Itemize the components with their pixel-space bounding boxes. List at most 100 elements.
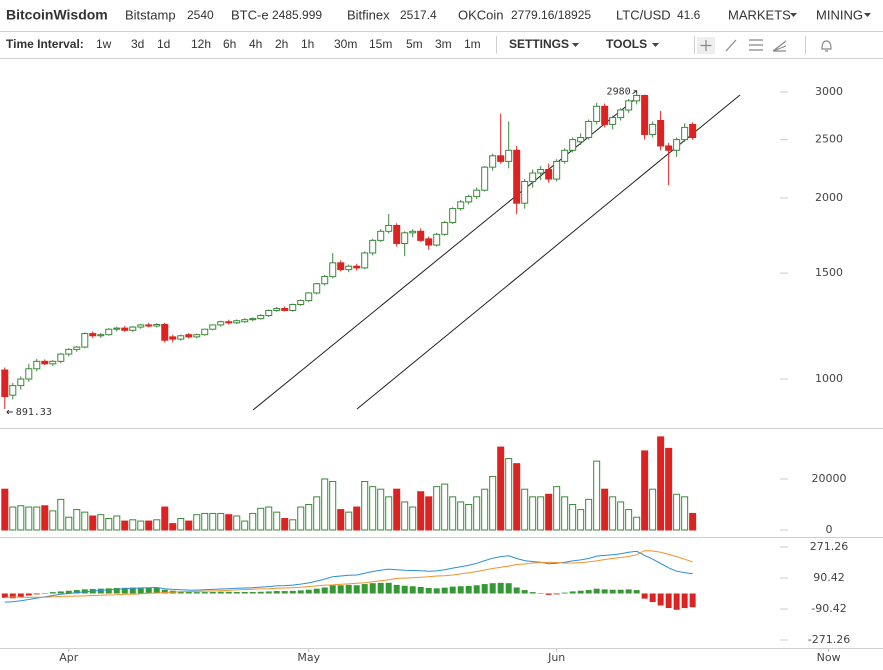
volume-bar [609,496,617,531]
volume-bar [241,520,249,531]
volume-bar [113,515,121,531]
y-tick-label: 271.26 [810,540,849,553]
volume-bar [521,488,529,531]
interval-button[interactable]: 4h [249,37,262,51]
volume-bar [153,519,161,531]
volume-bar [401,501,409,531]
volume-bar [497,446,505,531]
exchange-name[interactable]: OKCoin [458,7,504,22]
volume-bar [289,519,297,531]
menu[interactable]: MARKETS [728,7,791,22]
volume-bar [473,496,481,531]
candle-body [257,315,265,320]
alert-tool[interactable] [821,40,832,52]
macd-bar [337,585,344,594]
candle-body [185,334,193,338]
macd-line [4,550,693,599]
candle-body [265,309,273,317]
volume-bar [353,506,361,531]
exchange-name[interactable]: Bitfinex [347,7,390,22]
macd-bar [73,590,80,594]
menu[interactable]: MINING [816,7,863,22]
brand[interactable]: BitcoinWisdom [6,7,108,23]
volume-bar [249,512,257,531]
macd-bar [401,585,408,594]
candle-body [457,201,465,210]
candle-body [585,120,593,139]
volume-bar [321,478,329,531]
fib-tool[interactable] [749,39,763,51]
macd-bar [513,587,520,594]
macd-bar [569,591,576,594]
exchange-name[interactable]: LTC/USD [616,7,671,22]
exchange-name[interactable]: Bitstamp [125,7,176,22]
interval-button[interactable]: 1w [96,37,112,51]
macd-bar [49,592,56,594]
exchange-price: 2517.4 [400,8,437,22]
candle-body [473,189,481,198]
macd-bar [305,589,312,594]
y-tick-label: -90.42 [811,602,846,615]
interval-button[interactable]: 12h [191,37,211,51]
candle-body [633,95,641,102]
volume-bar [17,505,25,531]
interval-button[interactable]: 15m [369,37,392,51]
volume-bar [681,496,689,531]
line-tool[interactable] [725,39,737,52]
macd-bar [257,591,264,594]
macd-bar [673,593,680,610]
interval-button[interactable]: 1h [301,37,314,51]
x-tick-label: Now [817,651,841,664]
macd-bar [185,591,192,594]
volume-bar [129,519,137,531]
interval-button[interactable]: 3m [435,37,452,51]
volume-bar [9,506,17,531]
interval-button[interactable]: 30m [334,37,357,51]
candle-body [289,304,297,311]
candle-body [105,328,113,336]
macd-bar [65,590,72,594]
y-tick-label: 2000 [815,191,843,204]
macd-bar [409,586,416,594]
exchange-name[interactable]: BTC-e [231,7,269,22]
interval-button[interactable]: 1m [464,37,481,51]
volume-bar [137,520,145,531]
crosshair-tool[interactable] [700,40,712,51]
volume-bar [513,463,521,531]
interval-button[interactable]: 2h [275,37,288,51]
volume-bar [233,515,241,531]
macd-bar [361,584,368,594]
macd-bar [209,591,216,594]
interval-button[interactable]: 6h [223,37,236,51]
volume-bar [297,506,305,531]
volume-bar [49,510,57,531]
volume-bar [145,520,153,531]
macd-bar [689,593,696,608]
candle-body [25,368,33,380]
candle-body [169,336,177,340]
high-label: 2980 [607,87,631,98]
x-tick-label: Jun [547,651,565,664]
macd-bar [433,588,440,594]
fan-tool[interactable] [772,40,787,52]
volume-bar [225,514,233,531]
toolbar-menu[interactable]: SETTINGS [509,37,569,51]
candle-body [641,95,649,135]
macd-bar [617,589,624,594]
volume-bar [265,506,273,531]
candle-body [649,123,657,135]
macd-bar [377,582,384,594]
candle-body [481,166,489,191]
volume-bar [281,518,289,531]
interval-button[interactable]: 5m [406,37,423,51]
candle-body [377,230,385,241]
toolbar-menu[interactable]: TOOLS [606,37,647,51]
interval-button[interactable]: 1d [157,37,170,51]
macd-bar [273,591,280,594]
candle-body [577,137,585,143]
volume-bar [41,505,49,531]
interval-button[interactable]: 3d [131,37,144,51]
candle-body [313,283,321,294]
candle-body [161,324,169,341]
